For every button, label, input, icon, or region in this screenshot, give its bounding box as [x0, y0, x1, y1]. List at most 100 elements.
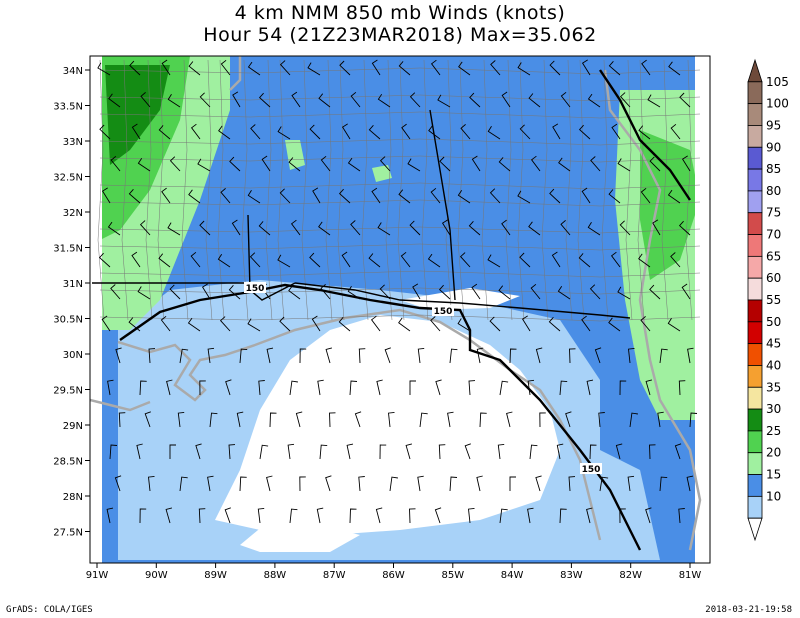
wind-barb: [499, 508, 508, 524]
map-frame: [89, 55, 711, 564]
wind-barb: [99, 124, 111, 140]
wind-barb: [247, 61, 261, 76]
wind-barb: [608, 61, 621, 76]
colorbar-swatch: [747, 517, 763, 542]
wind-barb: [471, 155, 481, 172]
lat-label: 28N: [63, 492, 83, 503]
wind-barb: [678, 380, 686, 396]
wind-barb: [218, 125, 231, 140]
wind-barb: [649, 156, 661, 172]
wind-barb: [279, 188, 291, 204]
wind-barb: [476, 347, 484, 364]
lat-label: 33N: [63, 137, 83, 148]
wind-barb: [589, 444, 597, 460]
wind-barb: [652, 219, 661, 236]
wind-barb: [349, 508, 357, 524]
wind-barb: [129, 60, 141, 76]
colorbar-label: 45: [766, 337, 781, 351]
wind-barb: [188, 189, 201, 204]
wind-barb: [179, 348, 189, 364]
wind-barb: [640, 187, 651, 204]
wind-barb: [441, 219, 451, 236]
wind-barb: [247, 190, 261, 204]
wind-barb: [341, 251, 351, 268]
lat-label: 28.5N: [53, 457, 83, 468]
wind-barb: [288, 157, 301, 172]
colorbar-label: 85: [766, 162, 781, 176]
wind-barb: [517, 190, 531, 204]
wind-barb: [552, 123, 561, 140]
wind-barb: [617, 158, 631, 172]
wind-barb: [197, 158, 211, 172]
wind-barb: [657, 411, 664, 428]
wind-barb: [498, 157, 511, 172]
wind-barb: [187, 317, 201, 332]
wind-barb: [269, 412, 277, 428]
wind-barb: [447, 411, 454, 428]
wind-barb: [161, 187, 171, 204]
colorbar-swatch: [747, 386, 763, 410]
colorbar-swatch: [747, 277, 763, 301]
state-borders: [92, 109, 631, 319]
wind-barb: [379, 156, 391, 172]
footer-credit: GrADS: COLA/IGES: [6, 605, 93, 615]
wind-barb: [539, 412, 546, 428]
colorbar-label: 95: [766, 118, 781, 132]
wind-barb: [549, 188, 561, 204]
wind-barb: [556, 443, 564, 460]
wind-barb: [594, 347, 602, 364]
wind-barb: [610, 251, 621, 268]
wind-barb: [307, 62, 321, 76]
wind-barb: [139, 380, 147, 396]
lat-label: 29N: [63, 421, 83, 432]
wind-barb: [428, 125, 441, 140]
longitude-axis: 91W 90W 89W 88W 87W 86W 85W 84W 83W 82W 81W: [86, 563, 701, 581]
wind-barb: [560, 220, 571, 236]
colorbar: 105 100 95 90 85 80 75 70 65 60 55 50 45 40 35 30 25 20 15…: [747, 58, 789, 542]
wind-barb: [530, 155, 541, 172]
wind-barb: [258, 380, 265, 396]
colorbar-label: 90: [766, 140, 781, 154]
wind-barb: [638, 253, 651, 268]
wind-barb: [619, 380, 627, 396]
colorbar-swatch: [747, 58, 763, 83]
wind-barb: [519, 252, 531, 268]
wind-barb: [674, 443, 682, 460]
wind-barb: [167, 94, 181, 108]
wind-barb: [479, 412, 487, 428]
wind-barb: [647, 94, 661, 108]
wind-barb: [645, 507, 652, 524]
wind-barb: [409, 92, 421, 108]
colorbar-label: 70: [766, 228, 781, 242]
wind-barb: [140, 92, 151, 108]
wind-barb: [549, 60, 561, 76]
colorbar-swatch: [747, 234, 763, 257]
wind-barb: [236, 411, 244, 428]
wind-barb: [384, 347, 391, 364]
wind-barb: [401, 123, 411, 140]
lat-label: 32N: [63, 208, 83, 219]
wind-barb: [325, 347, 333, 364]
wind-barb: [107, 221, 121, 236]
wind-barb: [376, 379, 383, 396]
wind-barb: [668, 61, 681, 76]
wind-barb: [667, 318, 681, 332]
wind-barb: [207, 347, 215, 364]
wind-barb: [311, 315, 321, 332]
wind-barb: [506, 411, 513, 428]
wind-barb: [98, 252, 111, 268]
wind-barb: [291, 91, 301, 108]
colorbar-swatch: [747, 321, 763, 345]
wind-barb: [354, 411, 362, 428]
wind-barb: [659, 476, 668, 492]
lon-label: 85W: [441, 570, 464, 581]
wind-barb: [535, 475, 542, 492]
wind-barb: [377, 222, 391, 236]
wind-barb: [148, 475, 155, 492]
colorbar-label: 20: [766, 446, 781, 460]
wind-barb: [489, 188, 501, 204]
wind-barb: [578, 253, 591, 268]
wind-barb: [586, 507, 593, 524]
wind-barb: [679, 92, 691, 108]
wind-barb: [137, 157, 151, 172]
